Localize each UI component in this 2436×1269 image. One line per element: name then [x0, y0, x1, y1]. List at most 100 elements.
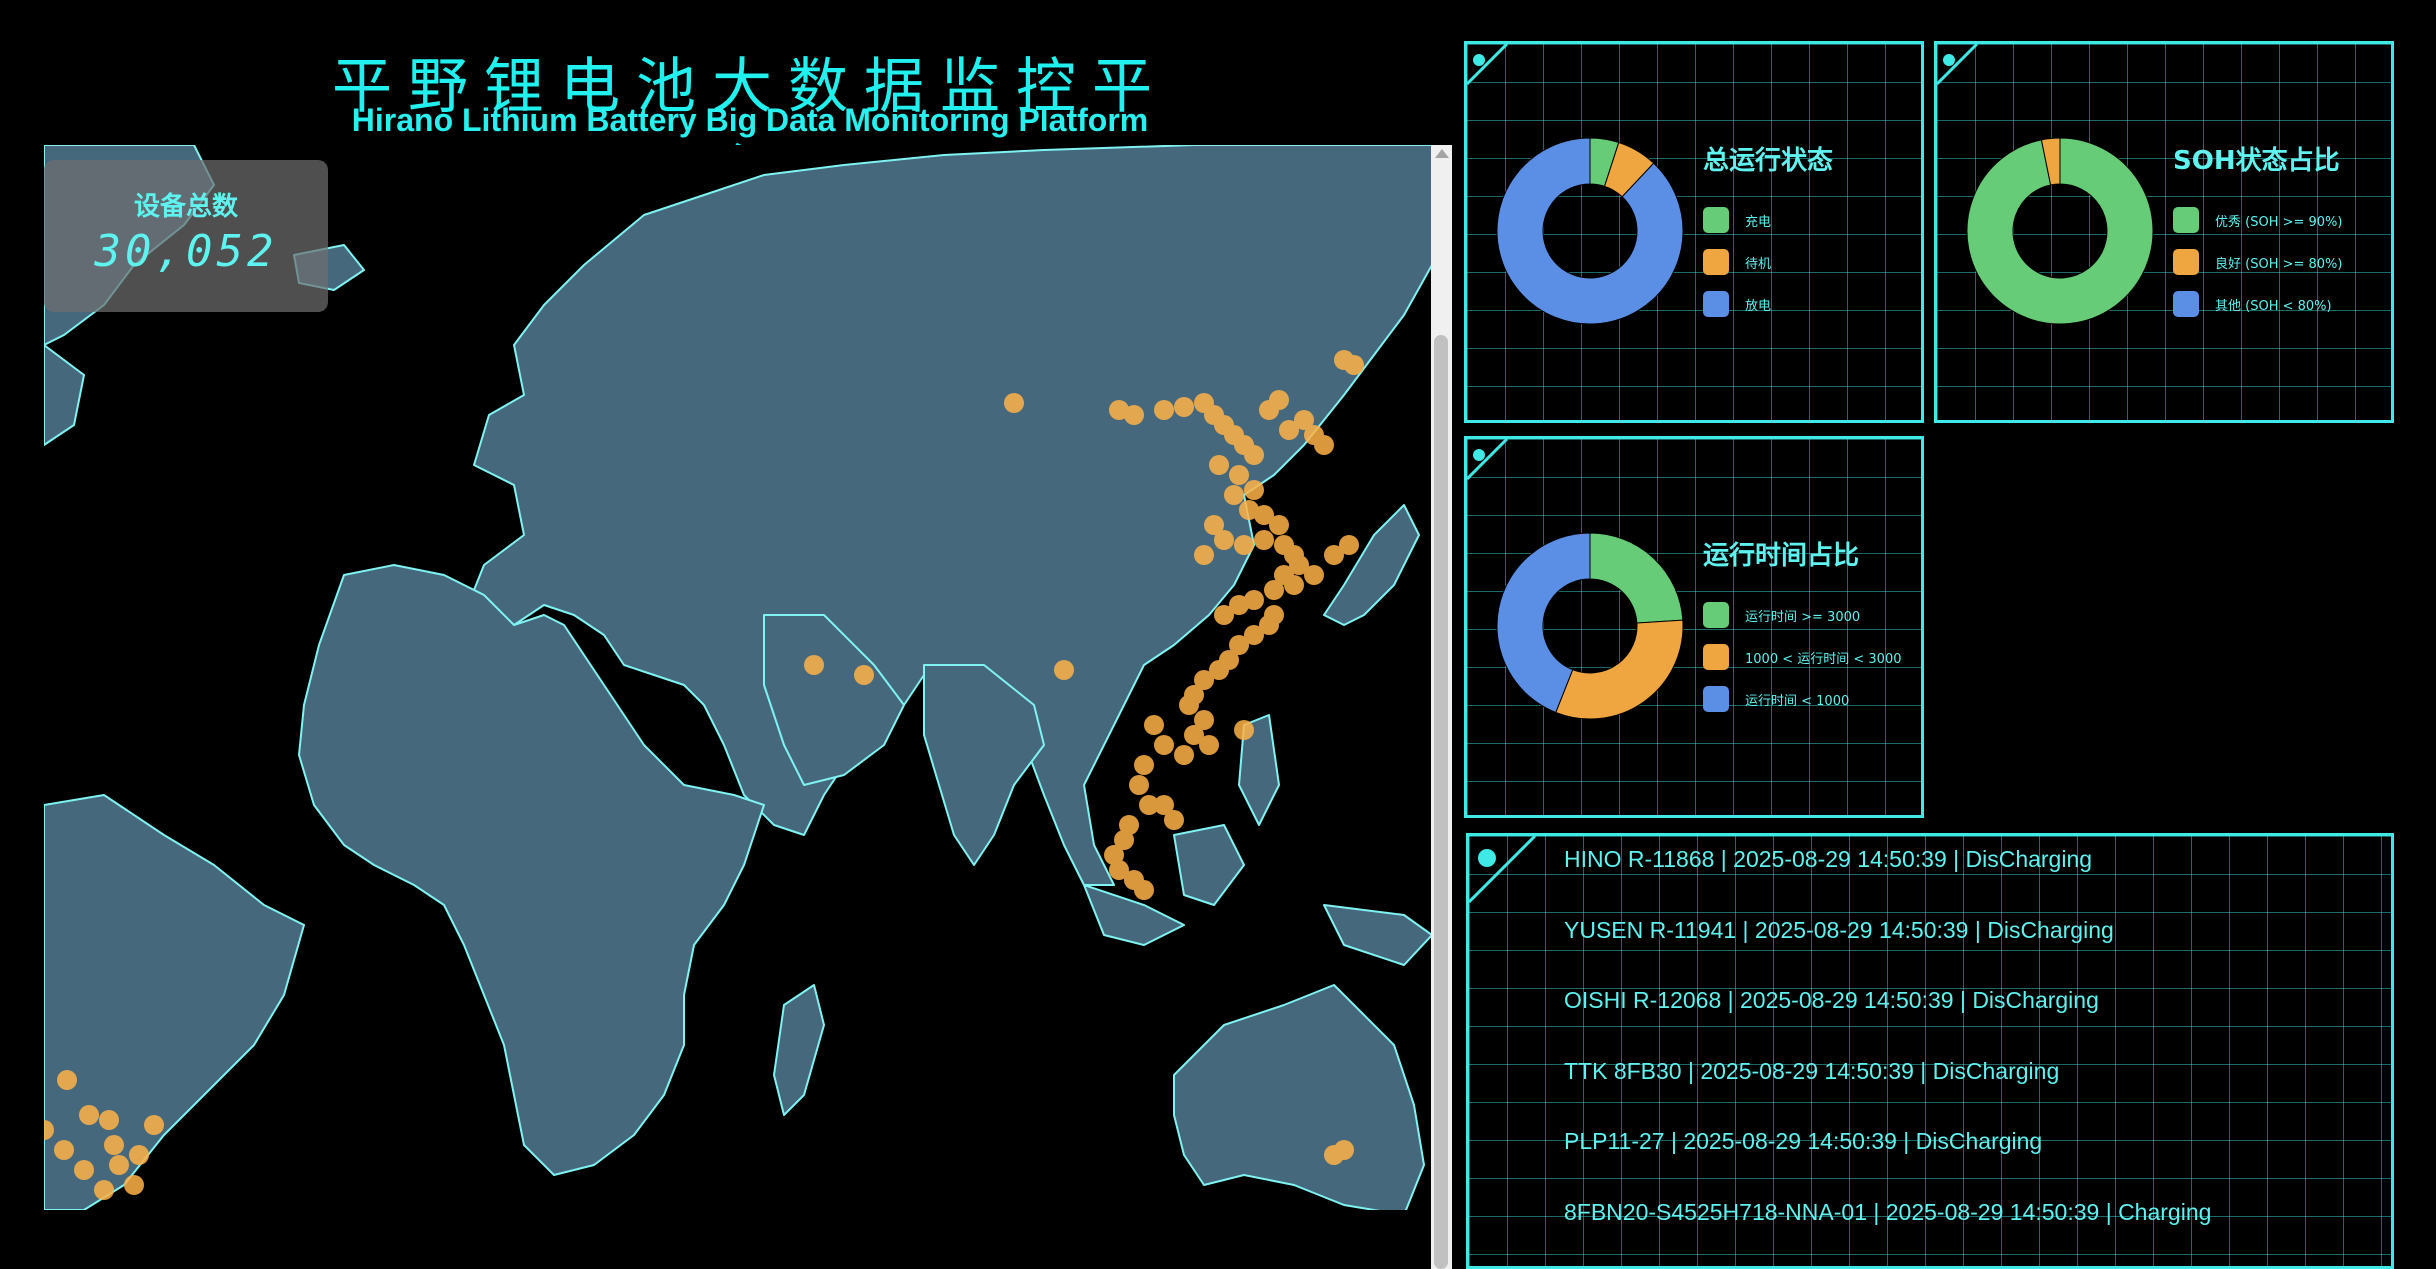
scroll-up-arrow-icon[interactable]	[1435, 149, 1449, 158]
battery-location-marker[interactable]	[1244, 480, 1264, 500]
battery-location-marker[interactable]	[1279, 420, 1299, 440]
battery-location-marker[interactable]	[1244, 625, 1264, 645]
battery-location-marker[interactable]	[1124, 405, 1144, 425]
land-borneo	[1173, 824, 1245, 906]
battery-location-marker[interactable]	[1109, 860, 1129, 880]
legend-item-other[interactable]: 其他 (SOH < 80%)	[2173, 283, 2342, 325]
battery-location-marker[interactable]	[1229, 635, 1249, 655]
battery-location-marker[interactable]	[1134, 880, 1154, 900]
battery-location-marker[interactable]	[1234, 535, 1254, 555]
battery-location-marker[interactable]	[1174, 397, 1194, 417]
battery-location-marker[interactable]	[1174, 745, 1194, 765]
battery-location-marker[interactable]	[1294, 410, 1314, 430]
battery-location-marker[interactable]	[1144, 715, 1164, 735]
land-japan	[1323, 504, 1420, 626]
slice-excellent[interactable]	[1966, 137, 2154, 325]
battery-location-marker[interactable]	[1314, 435, 1334, 455]
slice-runtime-mid[interactable]	[1555, 619, 1684, 720]
battery-location-marker[interactable]	[1259, 615, 1279, 635]
battery-location-marker[interactable]	[1269, 515, 1289, 535]
battery-location-marker[interactable]	[54, 1140, 74, 1160]
battery-location-marker[interactable]	[1004, 393, 1024, 413]
battery-location-marker[interactable]	[124, 1175, 144, 1195]
battery-location-marker[interactable]	[1264, 580, 1284, 600]
battery-location-marker[interactable]	[1254, 530, 1274, 550]
battery-location-marker[interactable]	[1214, 605, 1234, 625]
battery-location-marker[interactable]	[1229, 595, 1249, 615]
battery-location-marker[interactable]	[1194, 710, 1214, 730]
battery-location-marker[interactable]	[1269, 390, 1289, 410]
legend-item-charging[interactable]: 充电	[1703, 199, 1771, 241]
feed-item[interactable]: HINO R-11868 | 2025-08-29 14:50:39 | Dis…	[1564, 846, 2093, 872]
battery-location-marker[interactable]	[804, 655, 824, 675]
feed-item[interactable]: 8FBN20-S4525H718-NNA-01 | 2025-08-29 14:…	[1564, 1198, 2212, 1225]
battery-location-marker[interactable]	[1209, 660, 1229, 680]
feed-item[interactable]: OISHI R-12068 | 2025-08-29 14:50:39 | Di…	[1564, 987, 2099, 1013]
battery-location-marker[interactable]	[1324, 545, 1344, 565]
feed-item[interactable]: TTK 8FB30 | 2025-08-29 14:50:39 | DisCha…	[1564, 1057, 2060, 1084]
battery-location-marker[interactable]	[144, 1115, 164, 1135]
legend-item-good[interactable]: 良好 (SOH >= 80%)	[2173, 241, 2342, 283]
battery-location-marker[interactable]	[1184, 725, 1204, 745]
battery-location-marker[interactable]	[57, 1070, 77, 1090]
battery-location-marker[interactable]	[94, 1180, 114, 1200]
battery-location-marker[interactable]	[1194, 670, 1214, 690]
world-map[interactable]	[44, 145, 1432, 1210]
battery-location-marker[interactable]	[1164, 810, 1184, 830]
battery-location-marker[interactable]	[1344, 355, 1364, 375]
battery-location-marker[interactable]	[1199, 735, 1219, 755]
battery-location-marker[interactable]	[1214, 530, 1234, 550]
battery-location-marker[interactable]	[1289, 555, 1309, 575]
battery-location-marker[interactable]	[1154, 400, 1174, 420]
slice-good[interactable]	[2040, 137, 2061, 186]
slice-runtime-low[interactable]	[1496, 532, 1591, 714]
legend-item-standby[interactable]: 待机	[1703, 241, 1771, 283]
battery-location-marker[interactable]	[1334, 1140, 1354, 1160]
slice-runtime-high[interactable]	[1589, 532, 1684, 624]
battery-location-marker[interactable]	[129, 1145, 149, 1165]
legend-item-excellent[interactable]: 优秀 (SOH >= 90%)	[2173, 199, 2342, 241]
feed-item[interactable]: PLP11-27 | 2025-08-29 14:50:39 | DisChar…	[1564, 1128, 2043, 1154]
corner-notch-icon	[1467, 439, 1509, 481]
battery-location-marker[interactable]	[74, 1160, 94, 1180]
battery-location-marker[interactable]	[1154, 795, 1174, 815]
runtime-ratio-donut[interactable]	[1495, 531, 1685, 721]
legend-item-runtime-mid[interactable]: 1000 < 运行时间 < 3000	[1703, 636, 1901, 678]
battery-location-marker[interactable]	[44, 1120, 54, 1140]
battery-location-marker[interactable]	[854, 665, 874, 685]
battery-location-marker[interactable]	[1304, 565, 1324, 585]
battery-location-marker[interactable]	[104, 1135, 124, 1155]
battery-location-marker[interactable]	[1054, 660, 1074, 680]
battery-location-marker[interactable]	[109, 1155, 129, 1175]
battery-location-marker[interactable]	[99, 1110, 119, 1130]
legend-item-runtime-low[interactable]: 运行时间 < 1000	[1703, 678, 1901, 720]
battery-location-marker[interactable]	[1209, 455, 1229, 475]
battery-location-marker[interactable]	[1179, 695, 1199, 715]
scroll-thumb[interactable]	[1434, 335, 1448, 1269]
battery-location-marker[interactable]	[1134, 755, 1154, 775]
battery-location-marker[interactable]	[1204, 515, 1224, 535]
operation-status-donut[interactable]	[1495, 136, 1685, 326]
battery-location-marker[interactable]	[1339, 535, 1359, 555]
legend-item-runtime-high[interactable]: 运行时间 >= 3000	[1703, 594, 1901, 636]
scrollbar[interactable]	[1431, 145, 1452, 1269]
battery-location-marker[interactable]	[1254, 505, 1274, 525]
land-canada-edge	[44, 344, 85, 446]
soh-ratio-panel: SOH状态占比 优秀 (SOH >= 90%) 良好 (SOH >= 80%) …	[1934, 41, 2394, 423]
battery-location-marker[interactable]	[1244, 445, 1264, 465]
soh-ratio-donut[interactable]	[1965, 136, 2155, 326]
battery-location-marker[interactable]	[1229, 465, 1249, 485]
legend-item-discharging[interactable]: 放电	[1703, 283, 1771, 325]
battery-location-marker[interactable]	[1114, 830, 1134, 850]
battery-location-marker[interactable]	[1129, 775, 1149, 795]
status-feed-list: HINO R-11868 | 2025-08-29 14:50:39 | Dis…	[1564, 846, 2212, 1266]
slice-discharging[interactable]	[1496, 137, 1684, 325]
battery-location-marker[interactable]	[1224, 485, 1244, 505]
battery-location-marker[interactable]	[1284, 575, 1304, 595]
battery-location-marker[interactable]	[1234, 720, 1254, 740]
battery-location-marker[interactable]	[1139, 795, 1159, 815]
feed-item[interactable]: YUSEN R-11941 | 2025-08-29 14:50:39 | Di…	[1564, 916, 2114, 943]
battery-location-marker[interactable]	[79, 1105, 99, 1125]
battery-location-marker[interactable]	[1154, 735, 1174, 755]
battery-location-marker[interactable]	[1194, 545, 1214, 565]
